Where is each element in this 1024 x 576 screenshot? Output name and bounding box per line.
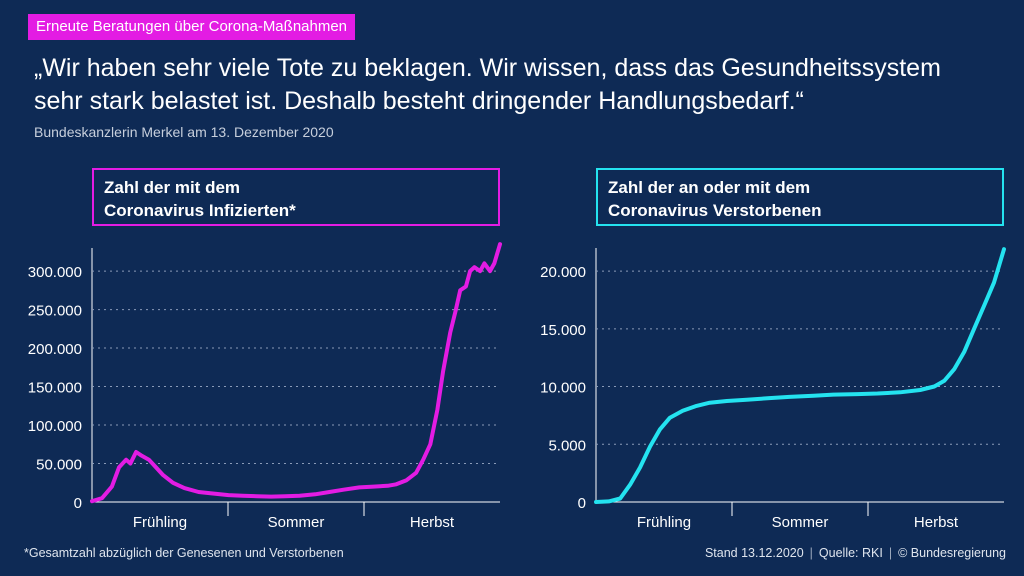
source-line: Stand 13.12.2020 | Quelle: RKI | © Bundesreg… [705, 546, 1006, 560]
infected-title-line-1: Zahl der mit dem [104, 178, 241, 197]
infected-x-category-label: Sommer [268, 514, 325, 531]
deceased-y-tick-label: 0 [578, 495, 586, 512]
quote: „Wir haben sehr viele Tote zu beklagen. … [34, 52, 994, 118]
quote-line-2: sehr stark belastet ist. Deshalb besteht… [34, 87, 804, 115]
footnote: *Gesamtzahl abzüglich der Genesenen und … [24, 546, 344, 560]
separator: | [809, 546, 813, 560]
quote-line-1: „Wir haben sehr viele Tote zu beklagen. … [34, 54, 941, 82]
stand-date: Stand 13.12.2020 [704, 546, 804, 560]
copyright: © Bundesregierung [898, 546, 1006, 560]
deceased-y-tick-label: 10.000 [540, 380, 586, 397]
deceased-chart-title: Zahl der an oder mit dem Coronavirus Ver… [596, 168, 1004, 226]
deceased-title-line-2: Coronavirus Verstorbenen [608, 201, 822, 220]
infected-y-tick-label: 300.000 [28, 264, 82, 281]
infected-y-tick-label: 200.000 [28, 341, 82, 358]
deceased-x-category-label: Frühling [637, 514, 691, 531]
deceased-series-line [594, 247, 1006, 504]
deceased-y-tick-label: 15.000 [540, 322, 586, 339]
infected-title-line-2: Coronavirus Infizierten* [104, 201, 296, 220]
quote-attribution: Bundeskanzlerin Merkel am 13. Dezember 2… [34, 124, 334, 140]
deceased-title-line-1: Zahl der an oder mit dem [608, 178, 811, 197]
infected-y-tick-label: 50.000 [36, 457, 82, 474]
infected-y-tick-label: 100.000 [28, 418, 82, 435]
infected-y-tick-label: 0 [74, 495, 82, 512]
infected-series-line [90, 242, 502, 504]
topic-tag: Erneute Beratungen über Corona-Maßnahmen [28, 14, 356, 40]
infected-x-category-label: Herbst [410, 514, 455, 531]
deceased-y-tick-label: 20.000 [540, 264, 586, 281]
infected-y-tick-label: 250.000 [28, 303, 82, 320]
infected-x-category-label: Frühling [133, 514, 187, 531]
deceased-x-category-label: Herbst [914, 514, 959, 531]
source-label: Quelle: RKI [818, 546, 883, 560]
infected-chart-title: Zahl der mit dem Coronavirus Infizierten… [92, 168, 500, 226]
deceased-y-tick-label: 5.000 [548, 437, 586, 454]
infected-y-tick-label: 150.000 [28, 380, 82, 397]
deceased-x-category-label: Sommer [772, 514, 829, 531]
separator: | [888, 546, 893, 560]
